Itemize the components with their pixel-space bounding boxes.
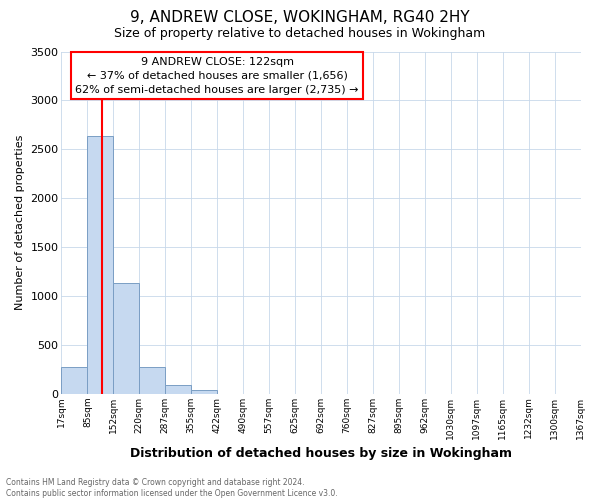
X-axis label: Distribution of detached houses by size in Wokingham: Distribution of detached houses by size … xyxy=(130,447,512,460)
Text: 9 ANDREW CLOSE: 122sqm
← 37% of detached houses are smaller (1,656)
62% of semi-: 9 ANDREW CLOSE: 122sqm ← 37% of detached… xyxy=(76,56,359,94)
Text: Size of property relative to detached houses in Wokingham: Size of property relative to detached ho… xyxy=(115,28,485,40)
Bar xyxy=(139,368,165,394)
Bar xyxy=(113,284,139,394)
Text: 9, ANDREW CLOSE, WOKINGHAM, RG40 2HY: 9, ANDREW CLOSE, WOKINGHAM, RG40 2HY xyxy=(130,10,470,25)
Text: Contains HM Land Registry data © Crown copyright and database right 2024.
Contai: Contains HM Land Registry data © Crown c… xyxy=(6,478,338,498)
Bar xyxy=(61,368,88,394)
Bar xyxy=(191,390,217,394)
Bar xyxy=(88,136,113,394)
Bar xyxy=(165,386,191,394)
Y-axis label: Number of detached properties: Number of detached properties xyxy=(15,135,25,310)
